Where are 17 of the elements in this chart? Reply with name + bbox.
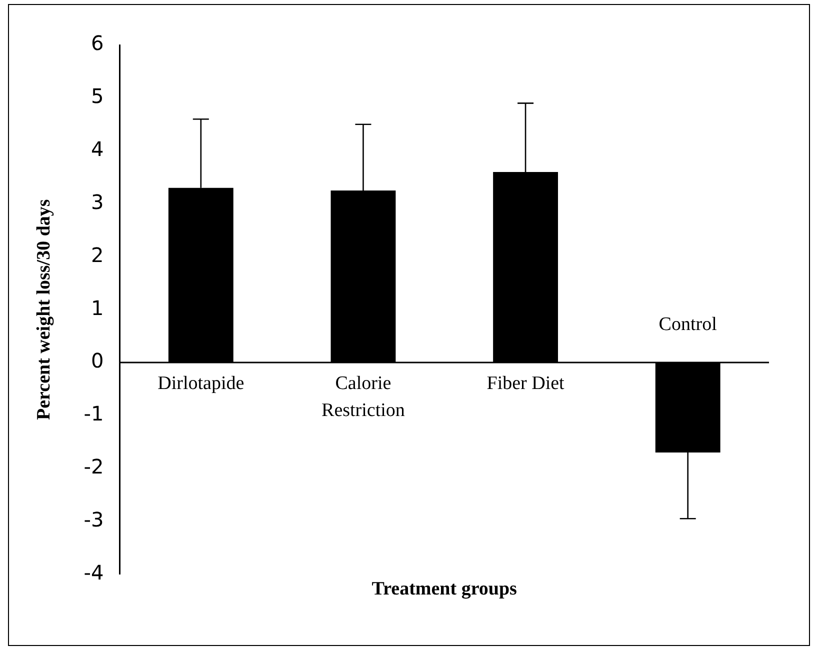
x-tick-label: Control [658, 314, 717, 336]
x-tick-label: Calorie Restriction [322, 373, 406, 422]
y-tick-label: 5 [91, 84, 104, 108]
x-axis-title: Treatment groups [372, 578, 517, 600]
y-tick-label: 6 [91, 31, 104, 56]
y-tick-label: -4 [84, 560, 104, 584]
y-tick-label: -1 [84, 402, 104, 426]
y-tick-label: 0 [91, 348, 104, 373]
y-axis-title: Percent weight loss/30 days [33, 199, 54, 420]
x-tick-label: Dirlotapide [158, 373, 244, 394]
y-tick-label: 3 [91, 190, 104, 214]
y-tick-label: -2 [84, 454, 104, 479]
x-tick-label: Fiber Diet [486, 373, 566, 394]
y-tick-label: 2 [91, 242, 104, 267]
y-tick-label: 4 [91, 137, 104, 162]
y-tick-label: -3 [84, 507, 104, 532]
y-tick-label: 1 [91, 296, 104, 320]
